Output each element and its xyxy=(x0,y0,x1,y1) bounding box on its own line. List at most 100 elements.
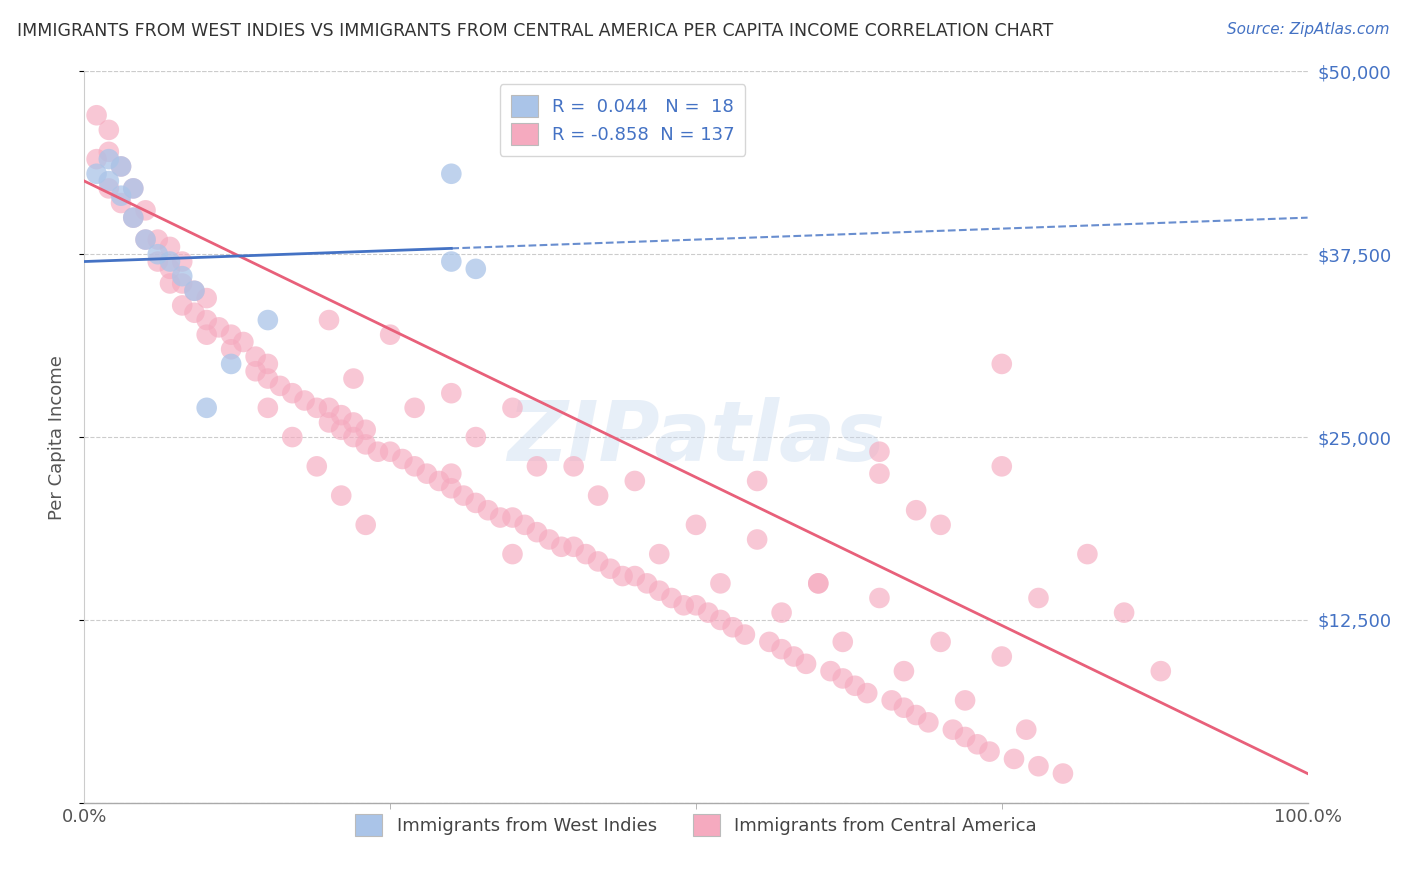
Point xyxy=(380,327,402,342)
Point xyxy=(86,108,108,122)
Point xyxy=(905,503,928,517)
Point xyxy=(869,467,891,481)
Point xyxy=(172,269,194,284)
Point xyxy=(257,371,280,385)
Point xyxy=(1002,752,1025,766)
Point xyxy=(905,708,928,723)
Point xyxy=(526,459,548,474)
Point xyxy=(599,562,621,576)
Point xyxy=(917,715,939,730)
Point xyxy=(624,474,647,488)
Point xyxy=(172,298,194,312)
Point xyxy=(122,181,145,195)
Point xyxy=(183,284,205,298)
Point xyxy=(97,145,120,159)
Point xyxy=(513,517,536,532)
Point xyxy=(929,635,952,649)
Point xyxy=(721,620,744,634)
Point xyxy=(794,657,817,671)
Point xyxy=(427,474,450,488)
Point xyxy=(502,401,524,415)
Point xyxy=(172,254,194,268)
Point xyxy=(195,313,218,327)
Point xyxy=(783,649,806,664)
Text: IMMIGRANTS FROM WEST INDIES VS IMMIGRANTS FROM CENTRAL AMERICA PER CAPITA INCOME: IMMIGRANTS FROM WEST INDIES VS IMMIGRANT… xyxy=(17,22,1053,40)
Point xyxy=(758,635,780,649)
Point xyxy=(440,167,463,181)
Point xyxy=(404,401,426,415)
Point xyxy=(526,525,548,540)
Point xyxy=(807,576,830,591)
Point xyxy=(416,467,439,481)
Point xyxy=(929,517,952,532)
Point xyxy=(502,510,524,524)
Point xyxy=(1076,547,1098,561)
Point xyxy=(636,576,658,591)
Point xyxy=(464,496,486,510)
Point xyxy=(770,642,793,657)
Point xyxy=(159,254,181,268)
Point xyxy=(342,371,364,385)
Point xyxy=(893,664,915,678)
Point xyxy=(257,313,280,327)
Point xyxy=(831,672,853,686)
Point xyxy=(195,291,218,305)
Legend: Immigrants from West Indies, Immigrants from Central America: Immigrants from West Indies, Immigrants … xyxy=(346,805,1046,845)
Point xyxy=(245,350,267,364)
Point xyxy=(942,723,965,737)
Point xyxy=(1028,591,1050,605)
Point xyxy=(464,261,486,276)
Point xyxy=(342,416,364,430)
Point xyxy=(110,160,132,174)
Point xyxy=(672,599,695,613)
Y-axis label: Per Capita Income: Per Capita Income xyxy=(48,355,66,519)
Point xyxy=(86,167,108,181)
Point xyxy=(991,459,1014,474)
Point xyxy=(440,386,463,401)
Point xyxy=(869,591,891,605)
Point xyxy=(869,444,891,458)
Point xyxy=(367,444,389,458)
Point xyxy=(1052,766,1074,780)
Point xyxy=(661,591,683,605)
Point xyxy=(122,181,145,195)
Point xyxy=(697,606,720,620)
Point xyxy=(685,517,707,532)
Point xyxy=(97,152,120,166)
Point xyxy=(575,547,598,561)
Point xyxy=(330,489,353,503)
Point xyxy=(489,510,512,524)
Point xyxy=(146,247,169,261)
Point xyxy=(354,517,377,532)
Point xyxy=(342,430,364,444)
Point xyxy=(770,606,793,620)
Point xyxy=(245,364,267,378)
Point xyxy=(183,284,205,298)
Point xyxy=(110,188,132,202)
Point xyxy=(586,489,609,503)
Point xyxy=(318,401,340,415)
Point xyxy=(648,583,671,598)
Point xyxy=(269,379,291,393)
Point xyxy=(159,261,181,276)
Point xyxy=(219,343,242,357)
Text: Source: ZipAtlas.com: Source: ZipAtlas.com xyxy=(1226,22,1389,37)
Point xyxy=(318,313,340,327)
Point xyxy=(562,459,585,474)
Point xyxy=(159,240,181,254)
Point xyxy=(502,547,524,561)
Point xyxy=(440,254,463,268)
Point xyxy=(747,533,769,547)
Point xyxy=(281,430,304,444)
Point xyxy=(648,547,671,561)
Point xyxy=(953,693,976,707)
Point xyxy=(294,393,316,408)
Point xyxy=(195,327,218,342)
Point xyxy=(856,686,879,700)
Point xyxy=(86,152,108,166)
Point xyxy=(135,233,157,247)
Point xyxy=(97,174,120,188)
Point xyxy=(538,533,561,547)
Point xyxy=(318,416,340,430)
Point xyxy=(734,627,756,641)
